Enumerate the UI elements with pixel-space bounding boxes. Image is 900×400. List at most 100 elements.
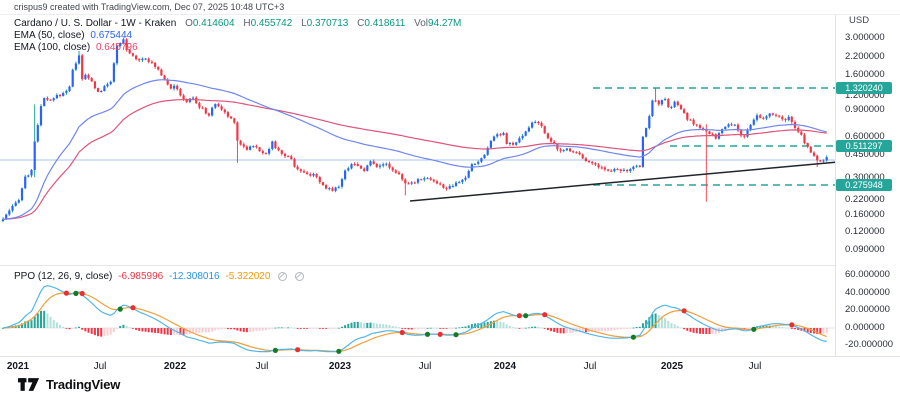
- ppo-histogram-bar: [192, 328, 195, 334]
- candle-body: [242, 144, 245, 147]
- candle-body: [622, 169, 625, 171]
- candle-body: [397, 172, 401, 175]
- ema50-value: 0.675444: [90, 30, 133, 41]
- candle-body: [359, 165, 363, 169]
- candle-body: [822, 160, 825, 162]
- candle-body: [416, 179, 420, 183]
- ppo-histogram-bar: [502, 322, 505, 328]
- candle-body: [24, 176, 27, 189]
- ema100-line: [2, 99, 827, 220]
- ppo-histogram-bar: [141, 328, 144, 332]
- ppo-histogram-bar: [660, 316, 663, 328]
- candle-body: [660, 100, 663, 105]
- ppo-histogram-bar: [607, 328, 610, 331]
- candle-body: [800, 131, 803, 135]
- ppo-histogram-bar: [27, 320, 30, 328]
- candle-body: [518, 138, 521, 143]
- ppo-histogram-bar: [55, 322, 58, 328]
- candle-body: [268, 149, 271, 154]
- candle-body: [337, 186, 340, 188]
- candle-body: [572, 151, 575, 153]
- ema50-legend-row[interactable]: EMA (50, close) 0.675444: [14, 30, 461, 41]
- ppo-histogram-bar: [245, 328, 248, 333]
- candle-body: [201, 107, 204, 109]
- candle-body: [106, 84, 109, 87]
- time-axis[interactable]: 2021 Jul 2022 Jul 2023 Jul 2024 Jul 2025 Jul: [0, 356, 900, 376]
- candle-body: [125, 39, 128, 50]
- ppo-histogram-bar: [496, 320, 499, 328]
- ppo-histogram-bar: [436, 328, 438, 329]
- ppo-histogram-bar: [483, 322, 486, 328]
- candle-body: [353, 164, 356, 166]
- ppo-histogram-bar: [398, 327, 400, 329]
- candle-body: [714, 134, 717, 139]
- candle-body: [239, 140, 242, 145]
- ppo-histogram-bar: [775, 326, 777, 328]
- candle-body: [179, 89, 182, 96]
- candle-body: [150, 61, 153, 63]
- ppo-histogram-bar: [169, 328, 172, 335]
- candle-body: [306, 172, 309, 175]
- ppo-histogram-bar: [648, 317, 651, 328]
- ppo-histogram-bar: [353, 322, 356, 328]
- price-axis[interactable]: USD 3.000000 2.200000 1.600000 1.200000 0.90…: [835, 14, 900, 356]
- candle-body: [638, 165, 641, 167]
- candle-body: [771, 113, 774, 115]
- candle-body: [439, 183, 442, 185]
- candle-body: [58, 95, 62, 96]
- ppo-histogram-bar: [493, 320, 495, 328]
- candle-body: [464, 177, 467, 180]
- candle-body: [461, 179, 464, 183]
- ppo-hide-icon[interactable]: [278, 271, 288, 281]
- ppo-histogram-bar: [258, 328, 261, 331]
- ppo-histogram-bar: [803, 328, 806, 332]
- candle-body: [87, 74, 90, 79]
- ppo-legend-row[interactable]: PPO (12, 26, 9, close) -6.985996 -12.308…: [14, 271, 304, 282]
- ppo-line: [2, 285, 827, 353]
- ppo-histogram-bar: [654, 313, 657, 328]
- candle-body: [451, 186, 454, 188]
- candle-body: [36, 125, 39, 142]
- candle-body: [556, 144, 559, 150]
- ppo-histogram-bar: [702, 328, 705, 334]
- ppo-histogram-bar: [673, 324, 676, 328]
- candle-body: [524, 131, 527, 136]
- ppo-histogram-bar: [366, 322, 369, 328]
- candle-body: [670, 107, 673, 109]
- ppo-histogram-bar: [249, 328, 252, 332]
- ppo-histogram-bar: [214, 328, 217, 331]
- ppo-histogram-bar: [255, 328, 258, 332]
- ppo-histogram-bar: [375, 323, 378, 328]
- ppo-histogram-bar: [778, 326, 781, 328]
- candle-body: [340, 179, 344, 187]
- ppo-histogram-bar: [562, 328, 565, 334]
- ppo-more-icon[interactable]: [295, 271, 304, 281]
- ppo-histogram-bar: [439, 328, 442, 329]
- tradingview-logo[interactable]: TradingView: [18, 375, 120, 393]
- candle-body: [559, 149, 562, 151]
- time-axis-label: 2021: [6, 361, 30, 372]
- candle-body: [49, 99, 52, 101]
- ppo-histogram-bar: [584, 328, 587, 333]
- ppo-sell-signal-dot: [437, 331, 443, 337]
- ppo-histogram-bar: [334, 328, 337, 329]
- ppo-histogram-bar: [819, 328, 822, 334]
- candle-body: [315, 173, 318, 177]
- ppo-histogram-bar: [464, 326, 467, 328]
- ppo-histogram-bar: [233, 328, 236, 330]
- pane-separator[interactable]: [0, 265, 900, 266]
- candle-body: [708, 131, 711, 134]
- ppo-histogram-bar: [173, 328, 176, 335]
- ema100-legend-row[interactable]: EMA (100, close) 0.645796: [14, 42, 461, 53]
- candle-body: [334, 187, 337, 191]
- ppo-histogram-bar: [809, 328, 812, 333]
- candle-body: [255, 146, 258, 148]
- symbol-legend-row[interactable]: Cardano / U. S. Dollar - 1W - Kraken O0.…: [14, 18, 461, 29]
- ppo-histogram-bar: [62, 326, 65, 328]
- ppo-histogram-bar: [271, 328, 274, 329]
- ppo-histogram-bar: [518, 328, 521, 329]
- price-tick-label: 0.450000: [845, 149, 885, 160]
- candle-body: [394, 170, 397, 173]
- candle-body: [90, 78, 93, 82]
